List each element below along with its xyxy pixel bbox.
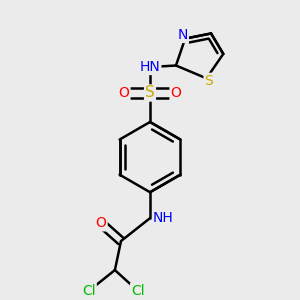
Text: HN: HN [140,60,160,74]
Text: O: O [96,216,106,230]
Text: S: S [145,85,155,100]
Text: Cl: Cl [131,284,145,298]
Text: S: S [205,74,213,88]
Text: NH: NH [153,211,174,225]
Text: N: N [178,28,188,42]
Text: O: O [170,86,182,100]
Text: O: O [118,86,130,100]
Text: Cl: Cl [82,284,96,298]
